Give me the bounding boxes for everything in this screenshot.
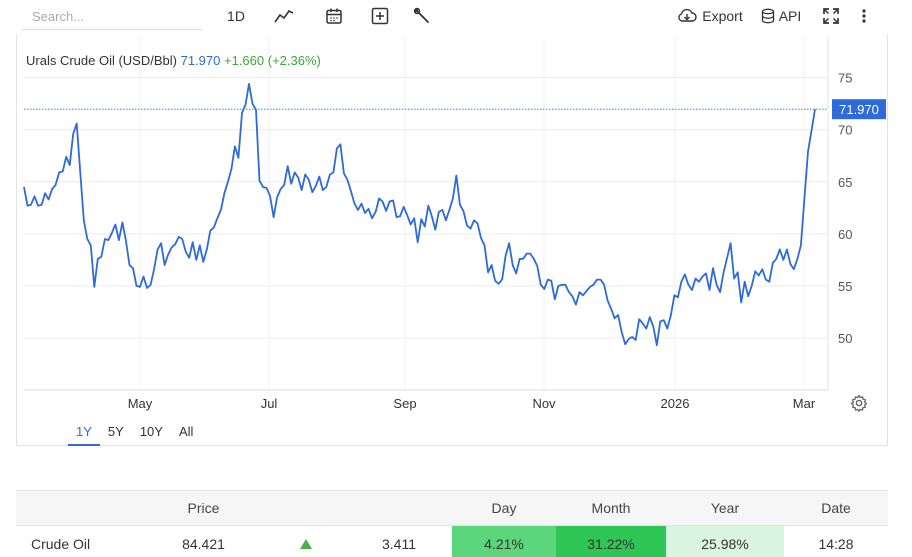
row-day: 4.21% <box>452 525 556 557</box>
interval-label: 1D <box>227 8 245 24</box>
range-5y[interactable]: 5Y <box>107 424 124 439</box>
wrench-icon[interactable] <box>410 5 434 27</box>
export-button[interactable]: Export <box>676 5 744 27</box>
row-direction <box>266 525 346 557</box>
x-tick-label: Mar <box>793 396 816 411</box>
header-change <box>346 490 452 526</box>
range-all[interactable]: All <box>178 424 194 439</box>
quotes-table: Price Day Month Year Date Crude Oil 84.4… <box>16 490 888 557</box>
x-tick-label: Sep <box>393 396 416 411</box>
current-price: 71.970 <box>180 53 221 68</box>
range-tabs: 1Y 5Y 10Y All <box>68 420 201 446</box>
y-tick-label: 55 <box>838 279 852 294</box>
price-chart[interactable]: 50 55 60 65 70 75 May Jul Sep Nov 2026 Mar 71.970 <box>0 0 912 420</box>
database-icon <box>761 8 774 24</box>
header-year: Year <box>666 490 784 526</box>
y-tick-label: 60 <box>838 227 852 242</box>
add-compare-icon[interactable] <box>368 5 392 27</box>
calendar-icon[interactable] <box>322 5 346 27</box>
toolbar: 1D Export API <box>0 0 912 32</box>
table-header-row: Price Day Month Year Date <box>16 490 888 526</box>
y-tick-label: 75 <box>838 71 852 86</box>
range-10y[interactable]: 10Y <box>139 424 163 439</box>
y-tick-label: 50 <box>838 331 852 346</box>
header-name <box>16 490 141 526</box>
table-row[interactable]: Crude Oil 84.421 3.411 4.21% 31.22% 25.9… <box>16 525 888 557</box>
header-price: Price <box>141 490 266 526</box>
range-1y[interactable]: 1Y <box>68 420 100 446</box>
header-direction <box>266 490 346 526</box>
row-month: 31.22% <box>556 525 666 557</box>
last-value-label: 71.970 <box>839 102 879 117</box>
y-tick-label: 65 <box>838 175 852 190</box>
price-series-line <box>23 83 816 347</box>
instrument-name: Urals Crude Oil (USD/Bbl) <box>26 53 177 68</box>
header-day: Day <box>452 490 556 526</box>
x-tick-label: Jul <box>261 396 278 411</box>
row-price: 84.421 <box>141 525 266 557</box>
chart-card <box>16 34 888 446</box>
api-label: API <box>778 8 802 24</box>
row-year: 25.98% <box>666 525 784 557</box>
search-input[interactable] <box>22 4 202 30</box>
x-tick-label: May <box>128 396 153 411</box>
row-change: 3.411 <box>346 525 452 557</box>
fullscreen-icon[interactable] <box>820 5 842 27</box>
row-date: 14:28 <box>784 525 888 557</box>
y-tick-label: 70 <box>838 123 852 138</box>
api-button[interactable]: API <box>760 5 802 27</box>
export-label: Export <box>702 8 743 24</box>
gear-icon[interactable] <box>850 394 868 412</box>
price-change: +1.660 (+2.36%) <box>224 53 321 68</box>
line-chart-icon[interactable] <box>272 5 296 27</box>
row-name[interactable]: Crude Oil <box>16 525 141 557</box>
up-arrow-icon <box>300 538 312 549</box>
last-value-badge <box>832 99 886 120</box>
x-tick-label: 2026 <box>661 396 690 411</box>
x-tick-label: Nov <box>532 396 556 411</box>
interval-button[interactable]: 1D <box>222 5 250 27</box>
more-menu-icon[interactable] <box>854 5 874 27</box>
header-month: Month <box>556 490 666 526</box>
cloud-download-icon <box>678 8 697 22</box>
header-date: Date <box>784 490 888 526</box>
chart-title: Urals Crude Oil (USD/Bbl) 71.970 +1.660 … <box>26 53 321 68</box>
